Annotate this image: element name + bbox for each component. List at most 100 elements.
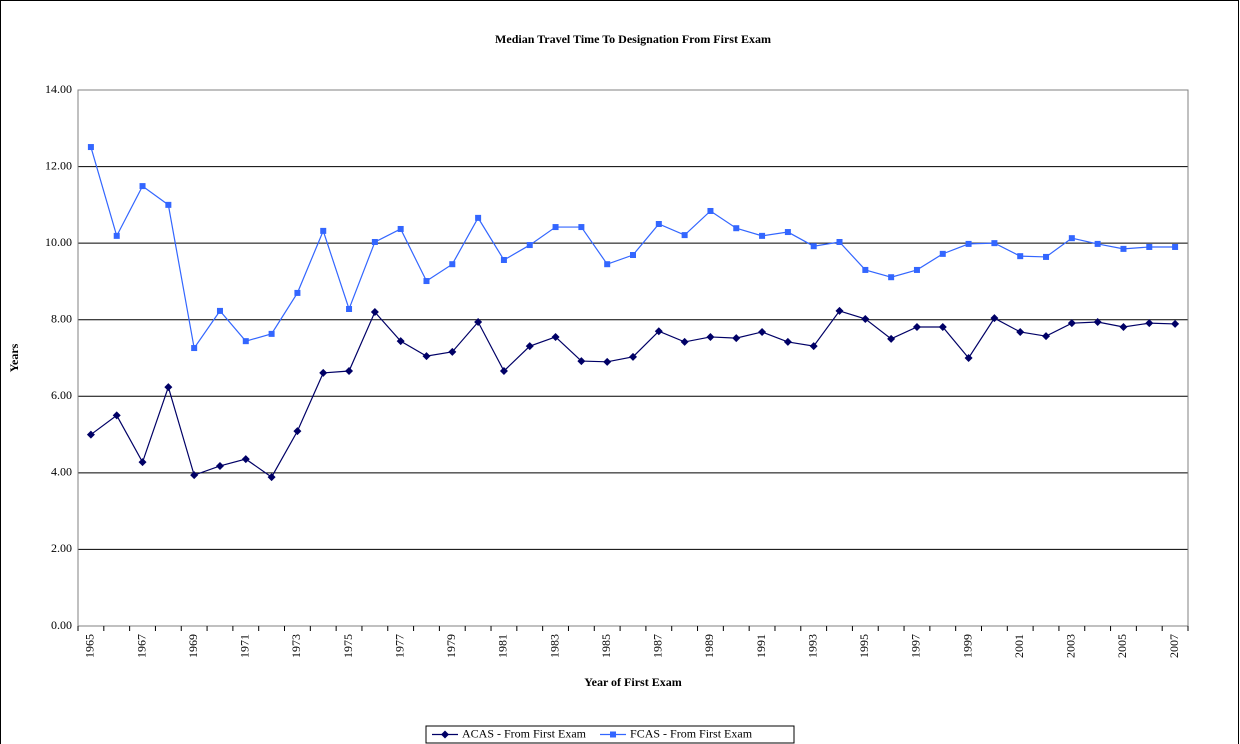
legend-marker xyxy=(441,730,449,739)
data-point xyxy=(396,337,405,346)
data-point xyxy=(912,322,921,331)
y-tick-label: 4.00 xyxy=(51,465,72,479)
data-point xyxy=(320,227,327,234)
data-point xyxy=(500,256,507,263)
data-point xyxy=(629,352,637,361)
data-point xyxy=(267,473,276,482)
data-point xyxy=(990,314,999,323)
data-point xyxy=(758,327,767,336)
data-point xyxy=(449,261,456,268)
data-point xyxy=(346,305,353,312)
data-point xyxy=(1094,240,1101,247)
data-point xyxy=(216,307,223,314)
data-point xyxy=(733,225,740,232)
data-point xyxy=(112,411,121,420)
data-point xyxy=(370,308,379,317)
data-point xyxy=(577,357,586,366)
x-tick-label: 1999 xyxy=(960,634,974,658)
data-point xyxy=(862,266,869,273)
data-point xyxy=(191,345,198,352)
data-point xyxy=(397,225,404,232)
data-point xyxy=(86,430,95,439)
x-tick-label: 1969 xyxy=(186,634,200,658)
y-tick-label: 6.00 xyxy=(51,388,72,402)
x-tick-label: 1993 xyxy=(805,634,819,658)
data-point xyxy=(525,342,534,351)
data-point xyxy=(423,278,430,285)
data-point xyxy=(319,368,328,377)
data-point xyxy=(1093,318,1102,327)
chart-title: Median Travel Time To Designation From F… xyxy=(495,32,771,46)
data-point xyxy=(1043,253,1050,260)
data-point xyxy=(654,327,663,336)
data-point xyxy=(681,232,688,239)
data-point xyxy=(293,427,302,436)
data-point xyxy=(268,330,275,337)
data-point xyxy=(707,207,714,214)
x-axis-label: Year of First Exam xyxy=(584,675,681,689)
y-axis-label: Years xyxy=(7,343,21,372)
x-tick-label: 1965 xyxy=(83,634,97,658)
data-point xyxy=(215,461,224,470)
data-point xyxy=(475,214,482,221)
data-point xyxy=(888,274,895,281)
data-point xyxy=(1172,243,1179,250)
x-tick-label: 1979 xyxy=(444,634,458,658)
data-point xyxy=(861,314,870,323)
y-tick-label: 10.00 xyxy=(45,235,72,249)
data-point xyxy=(1067,319,1076,328)
data-point xyxy=(190,471,199,480)
x-tick-label: 1989 xyxy=(702,634,716,658)
data-point xyxy=(809,342,818,351)
data-point xyxy=(939,250,946,257)
x-tick-label: 1991 xyxy=(754,634,768,658)
data-point xyxy=(965,240,972,247)
legend-label: ACAS - From First Exam xyxy=(462,726,587,740)
y-tick-label: 8.00 xyxy=(51,311,72,325)
data-point xyxy=(887,334,896,343)
data-point xyxy=(87,144,94,151)
data-point xyxy=(1119,322,1128,331)
data-point xyxy=(165,201,172,208)
data-point xyxy=(474,318,483,327)
x-tick-label: 1971 xyxy=(238,634,252,658)
data-point xyxy=(422,352,431,361)
y-tick-label: 12.00 xyxy=(45,158,72,172)
data-point xyxy=(836,238,843,245)
data-point xyxy=(759,232,766,239)
data-point xyxy=(371,238,378,245)
data-point xyxy=(913,266,920,273)
y-tick-label: 14.00 xyxy=(45,82,72,96)
data-point xyxy=(680,337,689,346)
data-point xyxy=(706,332,715,341)
data-point xyxy=(1171,319,1180,328)
data-point xyxy=(526,242,533,249)
x-tick-label: 2001 xyxy=(1012,634,1026,658)
data-point xyxy=(938,322,947,331)
data-point xyxy=(784,229,791,236)
data-point xyxy=(242,338,249,345)
data-point xyxy=(603,357,612,366)
data-point xyxy=(964,354,973,362)
x-tick-label: 1977 xyxy=(392,634,406,658)
data-point xyxy=(655,221,662,227)
data-point xyxy=(113,232,120,239)
x-tick-label: 2005 xyxy=(1115,634,1129,658)
data-point xyxy=(1145,319,1154,328)
data-point xyxy=(810,243,817,250)
data-point xyxy=(551,332,560,341)
x-tick-label: 1997 xyxy=(909,634,923,658)
x-tick-label: 1981 xyxy=(496,634,510,658)
x-tick-label: 2003 xyxy=(1064,634,1078,658)
data-point xyxy=(499,367,508,376)
x-tick-label: 1985 xyxy=(599,634,613,658)
data-point xyxy=(448,347,457,356)
plot-area xyxy=(77,89,1189,627)
y-tick-label: 2.00 xyxy=(51,541,72,555)
x-tick-label: 2007 xyxy=(1167,634,1181,658)
data-point xyxy=(1042,332,1051,341)
data-point xyxy=(732,334,741,343)
data-point xyxy=(1068,235,1075,242)
x-tick-label: 1973 xyxy=(289,634,303,658)
